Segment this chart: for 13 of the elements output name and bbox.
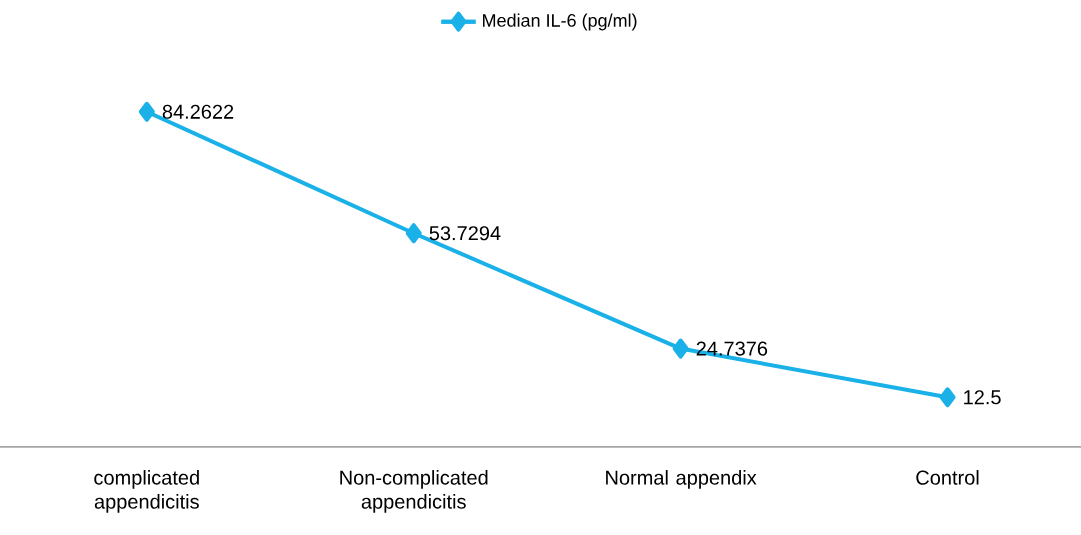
point: [939, 387, 956, 408]
data-label: 53.7294: [429, 226, 501, 241]
x-tick-label: Non-complicated appendicitis: [340, 470, 488, 513]
x-tick-label: complicated appendicitis: [94, 470, 199, 513]
point: [405, 223, 422, 244]
x-tick-label: Normal appendix: [606, 470, 757, 489]
data-label: 12.5: [964, 390, 1001, 405]
data-label: 24.7376: [696, 341, 768, 356]
point: [672, 338, 689, 359]
data-label: 84.2622: [162, 104, 234, 119]
x-tick-label: Control: [916, 470, 979, 485]
legend-label: Median IL-6 (pg/ml): [483, 13, 637, 31]
point: [138, 101, 155, 122]
